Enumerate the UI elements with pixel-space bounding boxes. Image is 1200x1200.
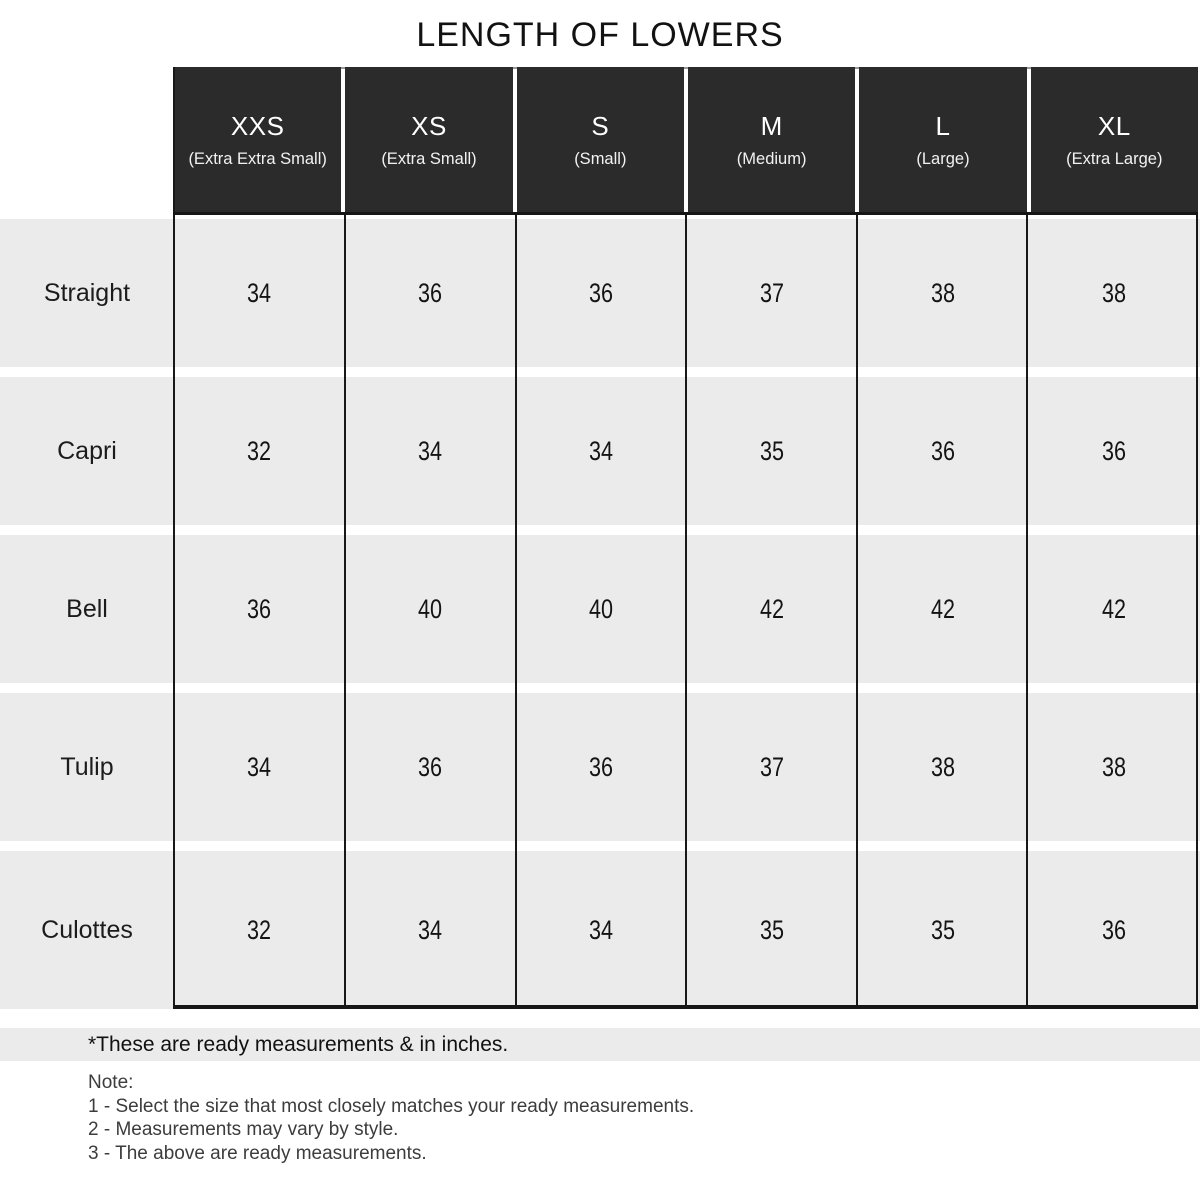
measurement-cell: 36 bbox=[418, 277, 443, 308]
measurement-cell: 36 bbox=[1102, 914, 1127, 945]
size-full-name: (Large) bbox=[916, 149, 970, 168]
note-item: 3 - The above are ready measurements. bbox=[88, 1142, 427, 1164]
size-full-name: (Extra Small) bbox=[381, 149, 477, 168]
size-chart-table: XXS (Extra Extra Small) XS (Extra Small)… bbox=[0, 67, 1200, 1009]
note-item: 1 - Select the size that most closely ma… bbox=[88, 1095, 695, 1117]
measurement-cell: 40 bbox=[589, 593, 614, 624]
measurement-cell: 40 bbox=[418, 593, 443, 624]
table-border-left bbox=[173, 67, 175, 1009]
measurement-cell: 37 bbox=[760, 277, 785, 308]
measurement-cell: 36 bbox=[418, 751, 443, 782]
footnote-text: *These are ready measurements & in inche… bbox=[88, 1032, 509, 1056]
table-row-culottes: Culottes 32 34 34 35 35 36 bbox=[0, 851, 1200, 1009]
measurement-cell: 34 bbox=[247, 751, 272, 782]
measurement-cell: 36 bbox=[931, 435, 956, 466]
measurement-cell: 32 bbox=[247, 914, 272, 945]
table-bottom-border bbox=[173, 1005, 1198, 1009]
table-row-tulip: Tulip 34 36 36 37 38 38 bbox=[0, 693, 1200, 841]
table-row-straight: Straight 34 36 36 37 38 38 bbox=[0, 219, 1200, 367]
row-label: Straight bbox=[43, 278, 131, 307]
size-code: XS bbox=[411, 110, 447, 141]
measurement-cell: 34 bbox=[418, 435, 443, 466]
measurement-cell: 42 bbox=[931, 593, 956, 624]
header-bottom-border bbox=[173, 212, 1198, 215]
table-row-capri: Capri 32 34 34 35 36 36 bbox=[0, 377, 1200, 525]
measurement-cell: 38 bbox=[931, 277, 956, 308]
measurement-cell: 35 bbox=[760, 914, 785, 945]
measurement-cell: 36 bbox=[589, 277, 614, 308]
row-label: Bell bbox=[66, 594, 108, 623]
column-header-l: L (Large) bbox=[859, 67, 1027, 212]
measurement-cell: 35 bbox=[931, 914, 956, 945]
measurement-cell: 36 bbox=[589, 751, 614, 782]
measurement-cell: 32 bbox=[247, 435, 272, 466]
table-header-row: XXS (Extra Extra Small) XS (Extra Small)… bbox=[174, 67, 1198, 212]
measurement-cell: 36 bbox=[1102, 435, 1127, 466]
table-body: Straight 34 36 36 37 38 38 Capri 32 34 3… bbox=[0, 219, 1200, 1009]
size-full-name: (Extra Extra Small) bbox=[188, 149, 327, 168]
size-full-name: (Extra Large) bbox=[1066, 149, 1163, 168]
column-header-s: S (Small) bbox=[516, 67, 684, 212]
size-full-name: (Medium) bbox=[736, 149, 807, 168]
column-divider bbox=[685, 212, 687, 1009]
table-border-right bbox=[1196, 212, 1198, 1009]
measurement-cell: 42 bbox=[1102, 593, 1127, 624]
notes-block: Note: 1 - Select the size that most clos… bbox=[88, 1071, 694, 1165]
column-divider bbox=[1026, 212, 1028, 1009]
page-title: LENGTH OF LOWERS bbox=[416, 16, 784, 54]
size-full-name: (Small) bbox=[574, 149, 627, 168]
measurement-cell: 38 bbox=[931, 751, 956, 782]
notes-heading: Note: bbox=[88, 1072, 134, 1093]
column-header-xl: XL (Extra Large) bbox=[1030, 67, 1198, 212]
measurement-cell: 38 bbox=[1102, 277, 1127, 308]
measurement-cell: 37 bbox=[760, 751, 785, 782]
measurement-cell: 35 bbox=[760, 435, 785, 466]
measurement-cell: 34 bbox=[247, 277, 272, 308]
column-divider bbox=[856, 212, 858, 1009]
footnote-band: *These are ready measurements & in inche… bbox=[0, 1028, 1200, 1061]
column-header-m: M (Medium) bbox=[687, 67, 856, 212]
column-divider bbox=[344, 212, 346, 1009]
column-divider bbox=[515, 212, 517, 1009]
size-code: S bbox=[591, 110, 610, 141]
row-label: Culottes bbox=[41, 915, 133, 944]
measurement-cell: 34 bbox=[418, 914, 443, 945]
table-top-border bbox=[173, 67, 1198, 69]
column-header-xs: XS (Extra Small) bbox=[345, 67, 513, 212]
size-code: XL bbox=[1097, 110, 1131, 141]
size-code: M bbox=[760, 110, 783, 141]
column-header-xxs: XXS (Extra Extra Small) bbox=[174, 67, 342, 212]
measurement-cell: 34 bbox=[589, 435, 614, 466]
row-label: Tulip bbox=[60, 752, 114, 781]
note-item: 2 - Measurements may vary by style. bbox=[88, 1119, 399, 1140]
measurement-cell: 38 bbox=[1102, 751, 1127, 782]
size-code: XXS bbox=[230, 110, 285, 141]
size-code: L bbox=[935, 110, 951, 141]
measurement-cell: 36 bbox=[247, 593, 272, 624]
table-row-bell: Bell 36 40 40 42 42 42 bbox=[0, 535, 1200, 683]
measurement-cell: 42 bbox=[760, 593, 785, 624]
measurement-cell: 34 bbox=[589, 914, 614, 945]
row-label: Capri bbox=[57, 436, 117, 465]
